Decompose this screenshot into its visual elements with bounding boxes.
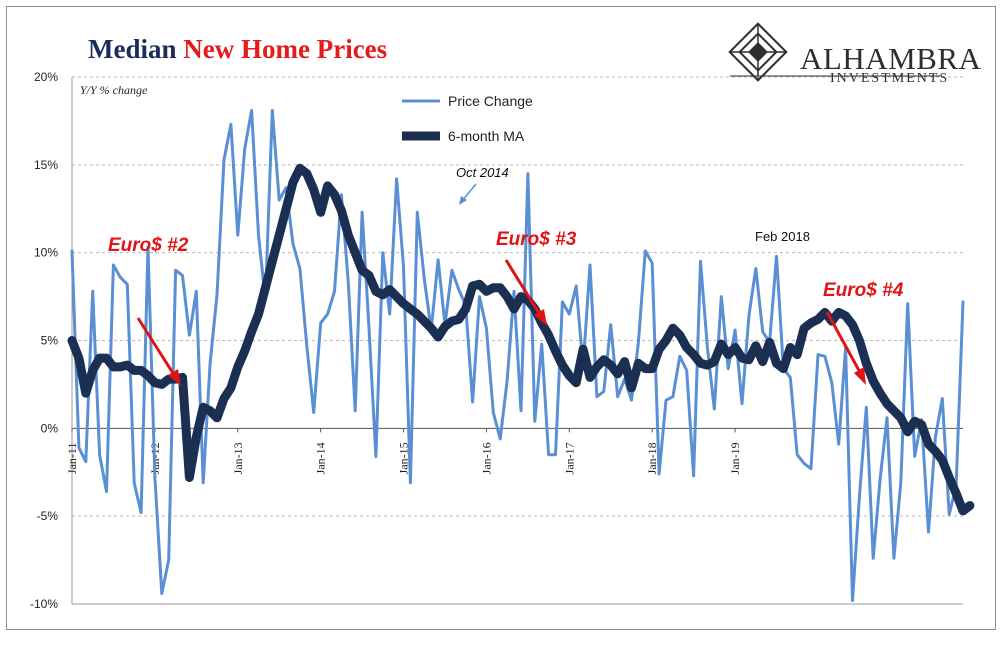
euro-2-arrowhead — [168, 369, 181, 386]
legend-label-6-month-ma: 6-month MA — [448, 128, 525, 144]
annotation-oct-2014: Oct 2014 — [456, 165, 509, 180]
euro-3-arrow — [504, 259, 544, 319]
annotation-euro-3: Euro$ #3 — [496, 229, 577, 250]
x-tick-label: Jan-17 — [562, 442, 576, 474]
diamond-lattice-icon — [728, 22, 788, 82]
oct-2014-pointer — [461, 183, 477, 202]
y-tick-label: -5% — [37, 509, 59, 523]
y-tick-label: 20% — [34, 70, 58, 84]
y-tick-labels: -10% -5% 0% 5% 10% 15% 20% — [30, 70, 58, 611]
x-tick-labels: Jan-11 Jan-12 Jan-13 Jan-14 Jan-15 Jan-16 Jan-… — [65, 428, 742, 474]
y-tick-label: 0% — [41, 421, 59, 435]
annotation-arrows — [136, 183, 866, 386]
euro-4-arrowhead — [854, 367, 866, 385]
series-lines — [67, 108, 975, 602]
annotation-euro-2: Euro$ #2 — [108, 235, 189, 256]
y-tick-label: 5% — [41, 334, 59, 348]
euro-4-arrow — [825, 311, 864, 377]
x-tick-label: Jan-19 — [728, 442, 742, 474]
y-axis-label: Y/Y % change — [80, 83, 148, 97]
x-tick-label: Jan-15 — [397, 442, 411, 474]
chart-title: Median New Home Prices — [88, 34, 387, 65]
x-tick-label: Jan-14 — [314, 442, 328, 474]
moving-average-line — [67, 163, 975, 516]
logo-subtitle: INVESTMENTS — [830, 71, 950, 86]
x-tick-label: Jan-13 — [231, 442, 245, 474]
y-tick-label: -10% — [30, 597, 58, 611]
price-change-line — [70, 108, 965, 602]
euro-2-arrow — [136, 317, 178, 379]
x-tick-label: Jan-11 — [65, 443, 79, 475]
logo-name: ALHAMBRA — [800, 41, 982, 76]
legend: Price Change 6-month MA — [402, 93, 533, 144]
y-tick-label: 15% — [34, 158, 58, 172]
title-part-new-home-prices: New Home Prices — [183, 34, 388, 64]
y-tick-label: 10% — [34, 246, 58, 260]
annotation-feb-2018: Feb 2018 — [755, 229, 810, 244]
oct-2014-pointer-head — [459, 196, 467, 205]
annotation-euro-4: Euro$ #4 — [823, 280, 904, 301]
x-tick-label: Jan-16 — [479, 442, 493, 474]
euro-3-arrowhead — [534, 309, 547, 326]
legend-label-price-change: Price Change — [448, 93, 533, 109]
title-part-median: Median — [88, 34, 177, 64]
x-tick-label: Jan-18 — [645, 442, 659, 474]
